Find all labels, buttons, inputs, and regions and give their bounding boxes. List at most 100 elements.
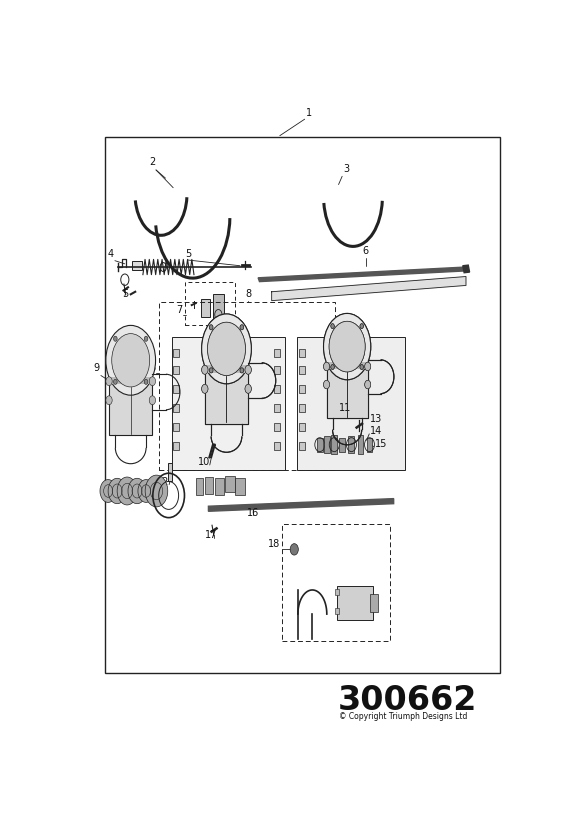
Circle shape: [202, 365, 208, 374]
Text: 12: 12: [157, 477, 170, 487]
Bar: [274, 442, 280, 450]
Circle shape: [365, 381, 371, 389]
Bar: [196, 478, 203, 494]
Circle shape: [324, 381, 329, 389]
Bar: [300, 404, 305, 412]
Bar: [226, 475, 235, 492]
Circle shape: [208, 322, 245, 376]
Circle shape: [331, 365, 334, 369]
Bar: [300, 423, 305, 431]
Text: 10: 10: [198, 456, 210, 467]
Circle shape: [202, 384, 208, 393]
Text: 5: 5: [122, 288, 128, 299]
Bar: [357, 435, 363, 454]
Text: 8: 8: [245, 288, 251, 299]
Bar: [201, 299, 210, 317]
Bar: [205, 477, 213, 494]
Bar: [173, 337, 285, 470]
Bar: [104, 137, 500, 673]
Circle shape: [331, 324, 334, 329]
Text: 16: 16: [247, 508, 259, 517]
Bar: [274, 404, 280, 412]
Circle shape: [209, 368, 213, 373]
Bar: [132, 261, 142, 270]
Text: 13: 13: [370, 414, 382, 424]
Circle shape: [245, 384, 251, 393]
Bar: [339, 438, 345, 452]
Text: 4: 4: [107, 249, 114, 259]
Bar: [109, 377, 152, 384]
Circle shape: [290, 544, 298, 555]
Circle shape: [365, 363, 371, 371]
Text: 15: 15: [375, 439, 387, 449]
Circle shape: [108, 478, 126, 503]
Bar: [370, 594, 378, 611]
Circle shape: [144, 336, 148, 341]
Circle shape: [100, 480, 116, 503]
Bar: [300, 366, 305, 374]
Bar: [109, 359, 152, 435]
Circle shape: [360, 365, 363, 369]
Bar: [367, 438, 373, 452]
Bar: [326, 345, 368, 418]
Circle shape: [240, 368, 244, 373]
Circle shape: [324, 363, 329, 371]
Text: 18: 18: [268, 540, 280, 550]
Bar: [159, 302, 335, 470]
Bar: [205, 365, 248, 373]
Circle shape: [128, 478, 146, 503]
Circle shape: [324, 381, 329, 389]
Bar: [205, 365, 248, 373]
Bar: [274, 385, 280, 393]
Text: 7: 7: [176, 305, 182, 315]
Circle shape: [365, 381, 371, 389]
Circle shape: [106, 396, 112, 405]
Circle shape: [360, 365, 363, 369]
Circle shape: [209, 325, 213, 330]
Circle shape: [331, 324, 334, 329]
Circle shape: [114, 336, 117, 341]
Circle shape: [360, 324, 363, 329]
Text: 2: 2: [149, 157, 155, 167]
Circle shape: [245, 384, 251, 393]
Bar: [205, 348, 248, 424]
Text: 9: 9: [94, 363, 100, 373]
Text: 1: 1: [306, 108, 312, 118]
Circle shape: [331, 365, 334, 369]
Circle shape: [245, 365, 251, 374]
Circle shape: [240, 368, 244, 373]
Circle shape: [149, 396, 156, 405]
Circle shape: [324, 363, 329, 371]
Bar: [326, 363, 368, 369]
Circle shape: [138, 480, 154, 503]
Circle shape: [365, 363, 371, 371]
Text: 5: 5: [185, 249, 191, 259]
Circle shape: [112, 334, 150, 387]
Text: 300662: 300662: [338, 684, 477, 717]
Bar: [173, 423, 179, 431]
Bar: [317, 438, 323, 452]
Circle shape: [209, 368, 213, 373]
Bar: [173, 442, 179, 450]
Bar: [324, 437, 330, 453]
Bar: [274, 349, 280, 357]
Circle shape: [209, 325, 213, 330]
Circle shape: [208, 322, 245, 376]
Bar: [300, 385, 305, 393]
Circle shape: [329, 321, 365, 372]
Bar: [335, 608, 339, 614]
Circle shape: [106, 377, 112, 386]
Circle shape: [360, 324, 363, 329]
Bar: [349, 437, 354, 453]
Bar: [326, 345, 368, 418]
Circle shape: [202, 384, 208, 393]
Bar: [235, 478, 245, 494]
Circle shape: [245, 365, 251, 374]
Bar: [205, 348, 248, 424]
Bar: [213, 294, 224, 320]
Polygon shape: [272, 277, 466, 301]
Text: 17: 17: [205, 530, 217, 540]
Circle shape: [114, 379, 117, 384]
Bar: [297, 337, 405, 470]
Bar: [185, 282, 234, 325]
